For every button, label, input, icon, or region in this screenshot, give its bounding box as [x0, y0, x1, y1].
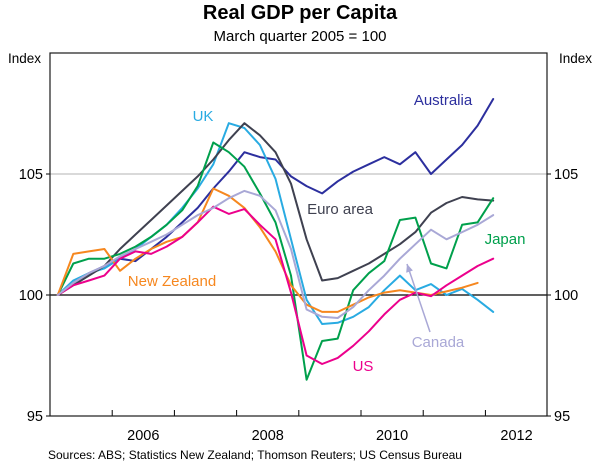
- series-label-japan: Japan: [485, 231, 526, 248]
- series-label-uk: UK: [193, 108, 214, 125]
- axis-unit-left: Index: [8, 51, 41, 66]
- series-line-us: [56, 205, 495, 365]
- series-label-australia: Australia: [414, 92, 473, 109]
- series-line-euro-area: [56, 122, 495, 296]
- x-label-2012: 2012: [500, 428, 532, 444]
- sources-note: Sources: ABS; Statistics New Zealand; Th…: [48, 448, 462, 462]
- y-label-right-100: 100: [554, 288, 578, 304]
- series-line-japan: [56, 141, 495, 381]
- x-label-2006: 2006: [127, 428, 159, 444]
- series-label-us: US: [353, 358, 374, 375]
- chart-subtitle: March quarter 2005 = 100: [213, 28, 387, 45]
- series-line-canada: [56, 189, 495, 319]
- axis-unit-right: Index: [559, 51, 592, 66]
- canada-arrow-head: [406, 264, 413, 273]
- series-line-new-zealand: [56, 187, 479, 313]
- plot-border: [49, 52, 548, 417]
- series-label-new-zealand: New Zealand: [128, 273, 216, 290]
- chart-title: Real GDP per Capita: [202, 2, 398, 24]
- series-label-euro-area: Euro area: [307, 201, 374, 218]
- canada-arrow-line: [406, 263, 431, 333]
- x-label-2008: 2008: [252, 428, 284, 444]
- x-label-2010: 2010: [376, 428, 408, 444]
- y-label-right-105: 105: [554, 167, 578, 183]
- series-label-canada: Canada: [412, 334, 465, 351]
- y-label-left-105: 105: [19, 167, 43, 183]
- y-label-right-95: 95: [554, 409, 570, 425]
- series-line-australia: [56, 98, 495, 296]
- y-label-left-95: 95: [27, 409, 43, 425]
- y-label-left-100: 100: [19, 288, 43, 304]
